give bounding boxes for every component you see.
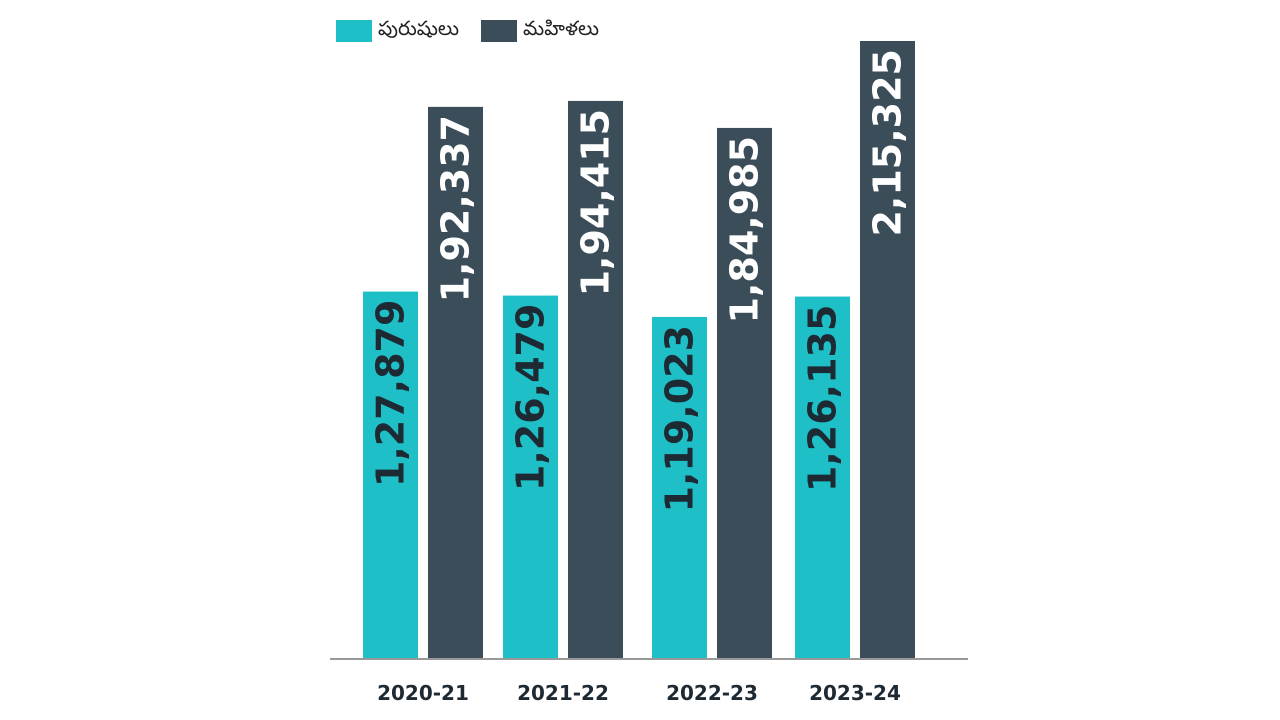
bar-value-label-women-2020-21: 1,92,337 [434,115,478,303]
bar-men-2021-22 [503,295,558,658]
legend-swatch-men [336,19,372,42]
bar-value-label-men-2022-23: 1,19,023 [658,325,702,513]
bar-value-label-men-2023-24: 1,26,135 [801,305,845,493]
bar-women-2023-24 [860,41,915,658]
legend: పురుషులు మహిళలు [336,16,599,45]
legend-label-men: పురుషులు [378,16,460,40]
bar-women-2020-21 [428,106,483,658]
bar-value-label-men-2020-21: 1,27,879 [369,300,413,488]
bar-women-2022-23 [717,127,772,659]
x-tick-label-2021-22: 2021-22 [517,681,609,705]
bar-women-2021-22 [568,100,623,659]
bar-men-2023-24 [795,296,850,658]
x-tick-label-2022-23: 2022-23 [666,681,758,705]
legend-swatch-women [481,19,518,42]
bar-men-2022-23 [652,316,707,658]
legend-item-men: పురుషులు [336,16,459,45]
bar-value-label-women-2023-24: 2,15,325 [866,49,910,237]
bar-value-label-women-2021-22: 1,94,415 [574,109,618,297]
bar-value-label-men-2021-22: 1,26,479 [509,304,553,492]
bar-men-2020-21 [363,291,418,658]
x-tick-label-2020-21: 2020-21 [377,681,469,705]
bar-value-label-women-2022-23: 1,84,985 [723,136,767,324]
legend-item-women: మహిళలు [481,16,599,45]
legend-label-women: మహిళలు [523,16,600,40]
x-tick-label-2023-24: 2023-24 [809,681,901,705]
